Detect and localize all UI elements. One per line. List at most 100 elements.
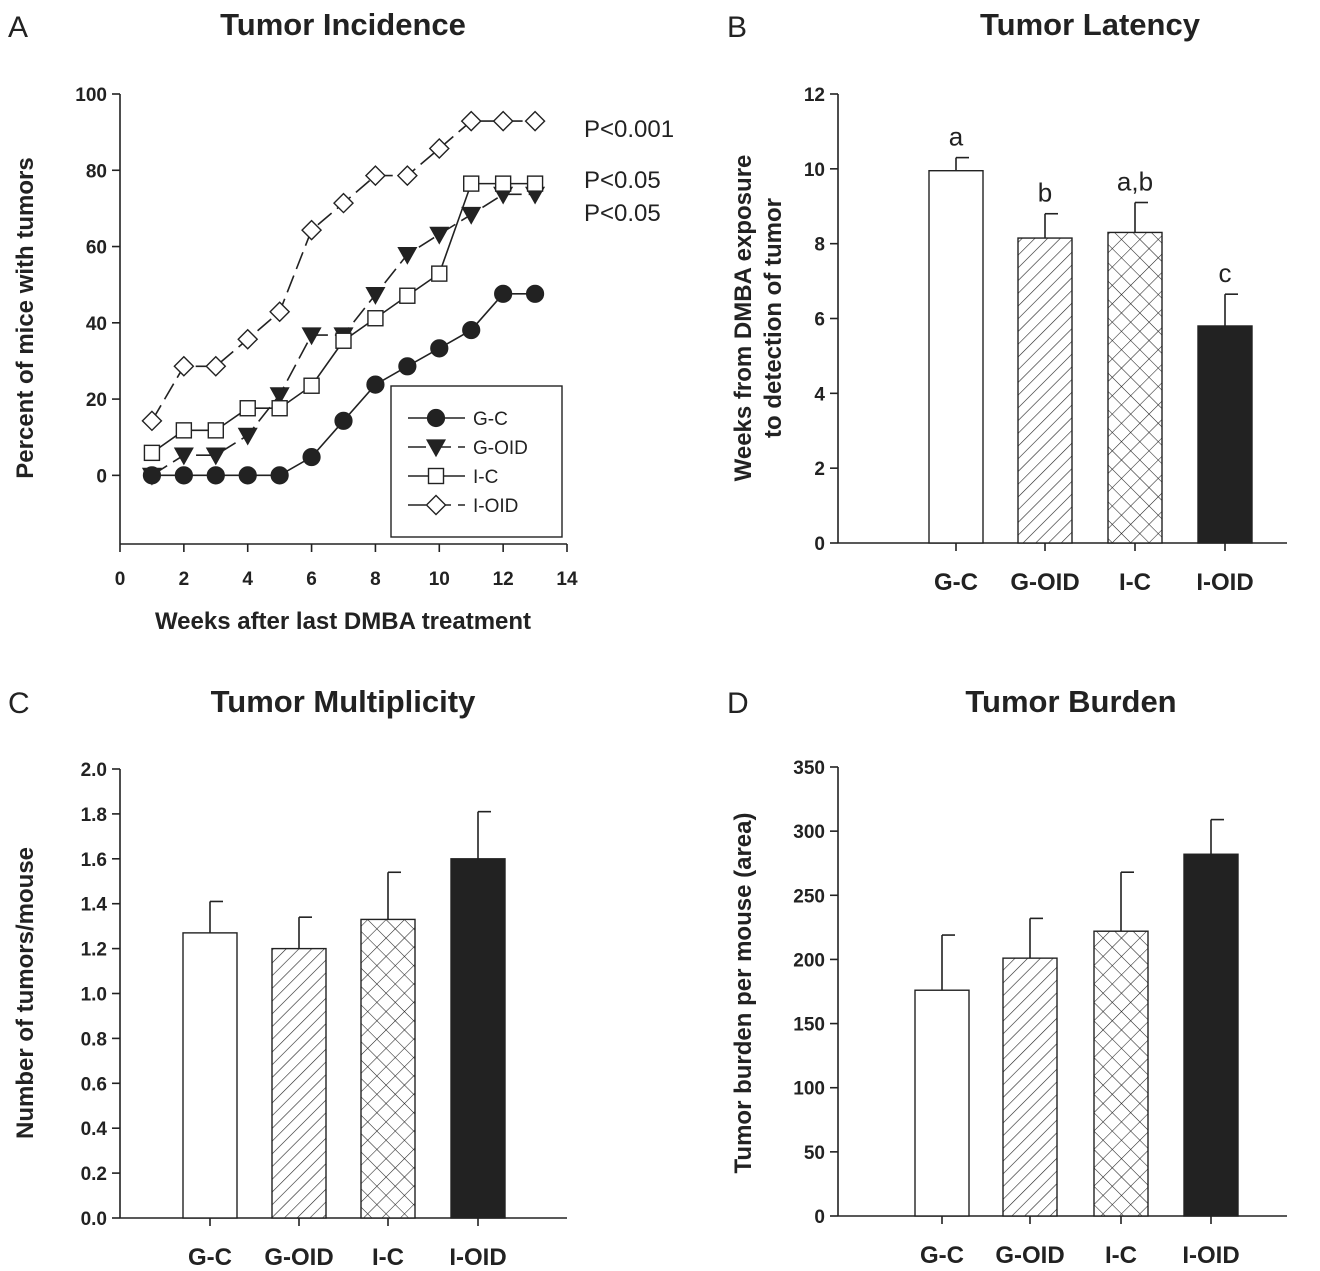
- y-tick-label-panel-c: 1.8: [81, 805, 107, 826]
- x-tick-label-a: 4: [242, 569, 253, 590]
- data-point-g-oid: [397, 246, 418, 265]
- panel-b-tumor-latency: B Tumor Latency Weeks from DMBA exposure…: [727, 7, 1287, 596]
- x-tick-label-a: 10: [429, 569, 450, 590]
- chart-title-b: Tumor Latency: [980, 7, 1201, 42]
- x-tick-label-a: 8: [370, 569, 381, 590]
- data-point-g-oid: [205, 447, 226, 466]
- legend-label-g-oid: G-OID: [473, 438, 528, 459]
- data-point-g-c: [174, 466, 193, 485]
- data-point-i-oid: [333, 192, 354, 214]
- legend-label-g-c: G-C: [473, 409, 508, 430]
- x-axis-label-a: Weeks after last DMBA treatment: [155, 608, 531, 635]
- bar-g-c: [914, 989, 970, 1217]
- x-tick-label-a: 2: [179, 569, 190, 590]
- data-point-g-c: [302, 447, 321, 467]
- data-point-g-c: [525, 284, 545, 303]
- category-label-g-oid: G-OID: [1010, 569, 1079, 596]
- bar-i-oid: [1197, 325, 1253, 544]
- bar-g-oid: [1002, 957, 1058, 1217]
- bar-i-c: [1093, 930, 1149, 1217]
- y-tick-label-panel-d: 300: [793, 822, 825, 843]
- chart-title-a: Tumor Incidence: [220, 7, 466, 42]
- significance-label-g-oid: b: [1038, 178, 1052, 208]
- bar-g-oid: [271, 947, 327, 1219]
- legend-label-i-c: I-C: [473, 467, 498, 488]
- y-tick-label-panel-d: 200: [793, 950, 825, 971]
- data-point-i-c: [526, 175, 544, 192]
- data-point-g-c: [398, 357, 417, 376]
- category-label-g-c: G-C: [920, 1242, 964, 1269]
- data-point-i-c: [494, 175, 512, 192]
- data-point-g-c: [334, 411, 353, 430]
- category-label-i-oid: I-OID: [1196, 569, 1253, 596]
- bar-g-oid: [1017, 237, 1073, 544]
- y-tick-label-panel-b: 8: [814, 235, 825, 256]
- chart-title-d: Tumor Burden: [965, 684, 1176, 719]
- data-point-i-c: [367, 310, 384, 327]
- data-point-i-oid: [301, 219, 323, 241]
- category-label-i-c: I-C: [1105, 1242, 1137, 1269]
- panel-d-tumor-burden: D Tumor Burden Tumor burden per mouse (a…: [727, 684, 1287, 1269]
- data-point-i-oid: [492, 110, 514, 132]
- bar-i-oid: [1183, 853, 1239, 1217]
- category-label-g-oid: G-OID: [995, 1242, 1064, 1269]
- y-tick-label-panel-c: 0.6: [81, 1074, 107, 1095]
- category-label-i-oid: I-OID: [1182, 1242, 1239, 1269]
- data-point-i-c: [207, 422, 224, 439]
- y-tick-label-panel-d: 350: [793, 758, 825, 779]
- legend-label-i-oid: I-OID: [473, 496, 518, 517]
- y-axis-label-b-line-2: to detection of tumor: [760, 198, 787, 438]
- y-tick-label-panel-c: 1.2: [81, 940, 107, 961]
- data-point-g-oid: [301, 327, 322, 346]
- annotation-p-i-oid: P<0.001: [584, 116, 674, 143]
- y-tick-label-panel-b: 10: [804, 160, 825, 181]
- y-tick-label-panel-c: 1.6: [81, 850, 107, 871]
- legend-box: [390, 385, 563, 538]
- significance-label-g-c: a: [949, 122, 964, 152]
- legend-a: G-C G-OID I-C I-OID: [390, 385, 563, 538]
- data-point-g-c: [366, 375, 385, 394]
- y-tick-label-panel-b: 0: [814, 534, 825, 555]
- y-tick-label-panel-c: 2.0: [81, 760, 107, 781]
- data-point-i-c: [335, 332, 352, 349]
- data-point-i-oid: [237, 328, 259, 350]
- data-point-g-c: [462, 320, 481, 340]
- data-point-i-c: [303, 377, 320, 394]
- series-line-i-oid: [151, 120, 536, 422]
- y-tick-label-panel-c: 1.4: [81, 895, 108, 916]
- data-point-i-oid: [396, 165, 418, 187]
- category-label-g-oid: G-OID: [264, 1244, 333, 1271]
- data-point-i-oid: [524, 110, 546, 132]
- x-tick-label-a: 0: [115, 569, 126, 590]
- y-tick-label-panel-d: 150: [793, 1015, 825, 1036]
- data-point-g-oid: [429, 226, 450, 245]
- bar-g-c: [182, 932, 238, 1219]
- y-tick-label-panel-c: 0.4: [81, 1119, 108, 1140]
- y-tick-label-panel-b: 6: [814, 310, 825, 331]
- y-tick-label-panel-c: 0.2: [81, 1164, 107, 1185]
- chart-title-c: Tumor Multiplicity: [211, 684, 476, 719]
- data-point-i-c: [463, 175, 480, 192]
- category-label-i-oid: I-OID: [449, 1244, 506, 1271]
- y-axis-label-a: Percent of mice with tumors: [12, 157, 39, 478]
- data-point-i-oid: [364, 165, 386, 187]
- data-point-g-oid: [141, 467, 162, 486]
- y-axis-label-d: Tumor burden per mouse (area): [730, 813, 757, 1174]
- y-tick-label-panel-c: 0.8: [81, 1029, 107, 1050]
- y-tick-label-a: 20: [86, 390, 107, 411]
- data-point-g-c: [270, 466, 289, 485]
- data-point-i-c: [271, 400, 288, 417]
- data-point-i-c: [175, 422, 193, 439]
- y-tick-label-panel-d: 100: [793, 1079, 825, 1100]
- legend-marker-g-oid: [425, 439, 447, 458]
- x-tick-label-a: 12: [493, 569, 514, 590]
- category-label-g-c: G-C: [188, 1244, 232, 1271]
- y-axis-label-b-line-1: Weeks from DMBA exposure: [730, 155, 757, 482]
- data-point-i-oid: [460, 110, 482, 132]
- y-axis-label-c: Number of tumors/mouse: [12, 847, 39, 1139]
- data-point-i-oid: [173, 355, 195, 377]
- significance-label-i-oid: c: [1219, 258, 1232, 288]
- data-point-i-c: [399, 287, 416, 304]
- y-tick-label-a: 80: [86, 161, 107, 182]
- data-point-g-oid: [237, 427, 258, 446]
